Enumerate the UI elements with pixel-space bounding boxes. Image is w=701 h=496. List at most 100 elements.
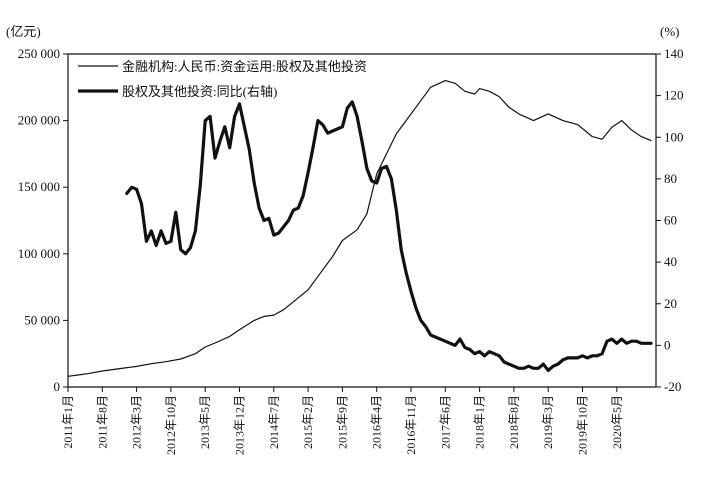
data-point (626, 343, 627, 344)
data-point (646, 343, 647, 344)
data-point (352, 101, 353, 102)
data-point (190, 247, 191, 248)
data-point (430, 334, 431, 335)
data-point (229, 147, 230, 148)
data-point (450, 343, 451, 344)
data-point (572, 357, 573, 358)
data-point (592, 355, 593, 356)
data-point (239, 103, 240, 104)
data-point (322, 269, 323, 270)
data-point (587, 357, 588, 358)
data-point (141, 203, 142, 204)
series-layer (67, 80, 653, 377)
data-point (214, 158, 215, 159)
data-point (278, 232, 279, 233)
data-point (499, 96, 500, 97)
right-tick-label: 40 (664, 254, 677, 269)
data-point (322, 124, 323, 125)
data-point (406, 272, 407, 273)
x-tick-label: 2018年1月 (473, 395, 487, 449)
data-point (195, 353, 196, 354)
data-point (479, 88, 480, 89)
data-point (116, 368, 117, 369)
right-tick-label: 20 (664, 296, 677, 311)
data-point (611, 339, 612, 340)
right-tick-label: 120 (664, 88, 684, 103)
data-point (631, 129, 632, 130)
data-point (151, 230, 152, 231)
x-tick-label: 2012年3月 (130, 395, 144, 449)
data-point (518, 368, 519, 369)
data-point (391, 178, 392, 179)
x-tick-label: 2016年4月 (370, 395, 384, 449)
data-point (126, 193, 127, 194)
legend-entry-yoy-label: 股权及其他投资:同比(右轴) (122, 84, 277, 99)
x-tick-label: 2018年8月 (507, 395, 521, 449)
data-point (533, 120, 534, 121)
data-point (185, 253, 186, 254)
data-point (396, 133, 397, 134)
x-tick-label: 2015年9月 (335, 395, 349, 449)
data-point (273, 235, 274, 236)
data-point (214, 342, 215, 343)
data-point (175, 212, 176, 213)
data-point (582, 355, 583, 356)
left-tick-label: 250 000 (18, 46, 60, 61)
data-point (229, 336, 230, 337)
data-point (205, 120, 206, 121)
data-point (528, 366, 529, 367)
data-point (504, 361, 505, 362)
data-point (298, 297, 299, 298)
data-point (508, 107, 509, 108)
data-point (567, 357, 568, 358)
x-tick-label: 2012年10月 (164, 395, 178, 455)
data-point (254, 320, 255, 321)
data-point (553, 366, 554, 367)
data-point (165, 361, 166, 362)
data-point (641, 136, 642, 137)
data-point (592, 136, 593, 137)
data-point (538, 368, 539, 369)
data-point (239, 329, 240, 330)
data-point (376, 182, 377, 183)
x-tick-label: 2014年7月 (267, 395, 281, 449)
data-point (180, 358, 181, 359)
data-point (312, 147, 313, 148)
data-point (474, 93, 475, 94)
data-point (518, 113, 519, 114)
series-line-balance (67, 80, 652, 377)
series-line-yoy (125, 100, 653, 372)
data-point (508, 364, 509, 365)
data-point (621, 339, 622, 340)
data-point (224, 126, 225, 127)
data-point (602, 353, 603, 354)
x-tick-label: 2015年2月 (301, 395, 315, 449)
data-point (332, 130, 333, 131)
data-point (195, 230, 196, 231)
data-point (616, 343, 617, 344)
data-point (386, 153, 387, 154)
data-point (254, 182, 255, 183)
data-point (464, 347, 465, 348)
right-tick-label: 0 (664, 337, 671, 352)
data-point (489, 91, 490, 92)
data-point (386, 166, 387, 167)
data-point (249, 149, 250, 150)
data-point (337, 128, 338, 129)
data-point (308, 172, 309, 173)
data-point (347, 108, 348, 109)
data-point (499, 355, 500, 356)
left-tick-label: 100 000 (18, 246, 60, 261)
data-point (131, 187, 132, 188)
data-point (606, 341, 607, 342)
data-point (357, 116, 358, 117)
data-point (268, 218, 269, 219)
data-point (102, 370, 103, 371)
data-point (597, 355, 598, 356)
data-point (342, 126, 343, 127)
data-point (513, 366, 514, 367)
data-point (459, 339, 460, 340)
x-tick-label: 2011年1月 (61, 395, 75, 449)
data-point (479, 351, 480, 352)
data-point (455, 83, 456, 84)
